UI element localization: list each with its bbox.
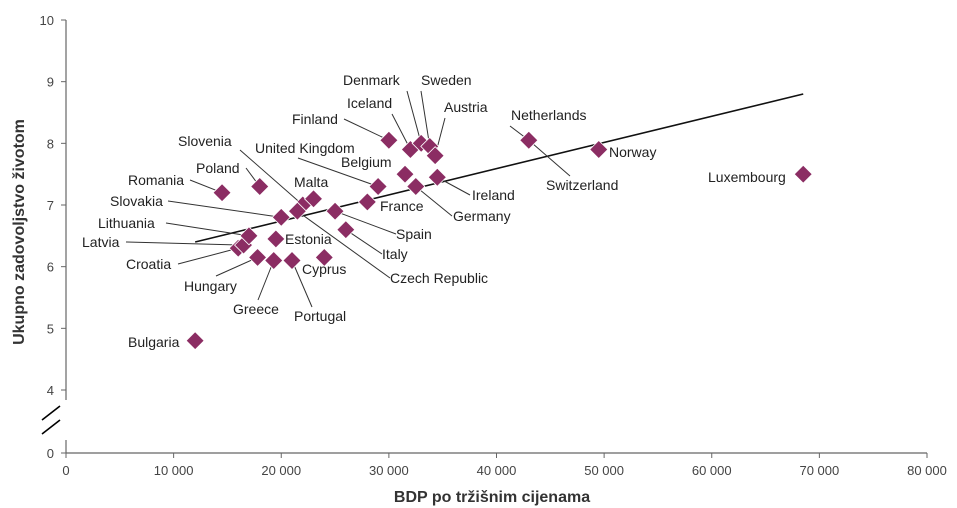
data-point-united-kingdom <box>368 176 388 197</box>
data-label-malta: Malta <box>294 174 328 190</box>
data-point-france <box>357 192 377 212</box>
data-label-france: France <box>380 198 424 214</box>
x-tick-label: 70 000 <box>799 463 839 478</box>
y-tick-label: 5 <box>47 321 54 336</box>
data-label-norway: Norway <box>609 144 656 160</box>
data-label-hungary: Hungary <box>184 278 237 294</box>
y-tick-label: 9 <box>47 75 54 90</box>
data-label-united-kingdom: United Kingdom <box>255 140 355 156</box>
data-point-cyprus <box>314 247 334 267</box>
data-point-slovakia <box>271 207 291 227</box>
leader-line <box>167 200 282 218</box>
leader-line <box>125 241 244 246</box>
data-point-portugal <box>282 250 302 271</box>
data-label-bulgaria: Bulgaria <box>128 334 180 350</box>
data-point-germany <box>406 176 426 197</box>
leader-line <box>215 256 258 277</box>
data-markers <box>185 130 813 351</box>
x-tick-label: 60 000 <box>692 463 732 478</box>
data-label-slovenia: Slovenia <box>178 133 232 149</box>
data-label-portugal: Portugal <box>294 308 346 324</box>
data-label-romania: Romania <box>128 172 184 188</box>
data-label-greece: Greece <box>233 301 279 317</box>
x-tick-label: 30 000 <box>369 463 409 478</box>
leader-line <box>415 186 453 217</box>
data-point-luxembourg <box>793 164 813 184</box>
axis-break-mark <box>41 419 61 435</box>
data-label-poland: Poland <box>196 160 240 176</box>
data-label-finland: Finland <box>292 111 338 127</box>
data-label-czech-republic: Czech Republic <box>390 270 488 286</box>
data-point-romania <box>212 183 232 203</box>
x-tick-label: 0 <box>62 463 69 478</box>
data-point-spain <box>325 201 345 221</box>
x-tick-label: 40 000 <box>477 463 517 478</box>
leader-line <box>343 118 390 141</box>
y-tick-label: 10 <box>40 13 54 28</box>
data-label-denmark: Denmark <box>343 72 401 88</box>
data-label-lithuania: Lithuania <box>98 215 155 231</box>
data-point-malta <box>303 189 324 209</box>
x-tick-label: 20 000 <box>261 463 301 478</box>
leader-line <box>297 157 379 187</box>
leader-line <box>177 247 239 265</box>
data-point-bulgaria <box>185 331 205 351</box>
data-point-ireland <box>427 167 447 187</box>
y-tick-label: 6 <box>47 260 54 275</box>
y-tick-label: 0 <box>47 446 54 461</box>
data-point-belgium <box>395 164 415 184</box>
data-label-netherlands: Netherlands <box>511 107 587 123</box>
data-label-switzerland: Switzerland <box>546 177 618 193</box>
data-label-germany: Germany <box>453 208 511 224</box>
leader-line <box>345 229 383 255</box>
data-label-spain: Spain <box>396 226 432 242</box>
data-point-lithuania <box>239 226 259 246</box>
data-labels: Bulgaria Romania Croatia Latvia Lithuania Pol… <box>82 72 786 350</box>
data-point-finland <box>379 130 399 150</box>
data-point-estonia <box>266 229 286 249</box>
data-label-iceland: Iceland <box>347 95 392 111</box>
data-label-italy: Italy <box>382 246 408 262</box>
x-axis-title: BDP po tržišnim cijenama <box>394 489 590 506</box>
leader-line <box>291 260 313 308</box>
data-label-estonia: Estonia <box>285 231 332 247</box>
data-point-hungary <box>248 247 268 267</box>
data-label-ireland: Ireland <box>472 187 515 203</box>
data-label-cyprus: Cyprus <box>302 261 346 277</box>
leader-line <box>239 149 304 206</box>
leader-line <box>334 210 397 235</box>
x-tick-label: 80 000 <box>907 463 947 478</box>
axis-break-mark <box>41 405 61 421</box>
data-point-austria <box>425 146 445 166</box>
y-tick-label: 4 <box>47 383 54 398</box>
y-tick-label: 8 <box>47 136 54 151</box>
data-label-slovakia: Slovakia <box>110 193 163 209</box>
data-label-belgium: Belgium <box>341 154 392 170</box>
data-label-austria: Austria <box>444 99 488 115</box>
leader-line <box>165 222 250 237</box>
y-axis-title: Ukupno zadovoljstvo životom <box>11 119 28 345</box>
leader-line <box>528 139 571 177</box>
data-point-greece <box>264 250 284 271</box>
data-point-czech-republic <box>287 201 307 221</box>
y-tick-label: 7 <box>47 198 54 213</box>
leader-line <box>420 90 431 147</box>
leader-line <box>406 90 422 144</box>
data-label-latvia: Latvia <box>82 234 120 250</box>
data-label-luxembourg: Luxembourg <box>708 169 786 185</box>
data-point-italy <box>336 220 356 240</box>
data-point-poland <box>250 176 270 197</box>
data-point-netherlands <box>519 130 539 150</box>
x-tick-label: 10 000 <box>154 463 194 478</box>
axes: 0 10 000 20 000 30 000 40 000 50 000 60 000 70 … <box>40 13 947 478</box>
data-point-norway <box>589 139 609 160</box>
x-tick-label: 50 000 <box>584 463 624 478</box>
leader-line <box>297 210 391 279</box>
data-label-croatia: Croatia <box>126 256 171 272</box>
data-label-sweden: Sweden <box>421 72 472 88</box>
